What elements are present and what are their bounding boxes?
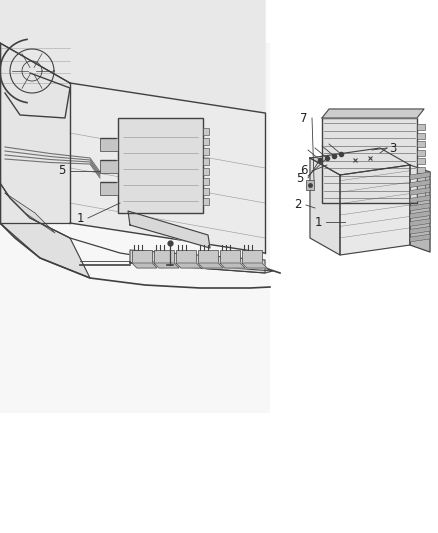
Bar: [306, 180, 314, 190]
Bar: [417, 149, 425, 156]
Text: 5: 5: [58, 165, 66, 177]
Polygon shape: [410, 180, 430, 188]
Bar: [220, 250, 240, 263]
Bar: [417, 166, 425, 173]
Polygon shape: [0, 0, 265, 113]
Polygon shape: [410, 195, 430, 203]
Bar: [417, 141, 425, 147]
Bar: [417, 124, 425, 130]
Text: 7: 7: [300, 111, 308, 125]
Bar: [203, 168, 209, 175]
Polygon shape: [410, 234, 430, 242]
Bar: [100, 182, 118, 195]
Polygon shape: [410, 211, 430, 219]
Polygon shape: [0, 43, 70, 223]
Bar: [203, 178, 209, 185]
Polygon shape: [0, 43, 270, 413]
Polygon shape: [410, 188, 430, 195]
Bar: [176, 250, 196, 263]
Bar: [417, 192, 425, 198]
Bar: [417, 158, 425, 164]
Bar: [203, 148, 209, 155]
Polygon shape: [176, 263, 201, 268]
Bar: [132, 250, 152, 263]
Text: 5: 5: [297, 172, 304, 184]
Polygon shape: [242, 263, 267, 268]
Text: 6: 6: [300, 165, 308, 177]
Polygon shape: [70, 83, 265, 253]
Bar: [118, 118, 203, 213]
Bar: [417, 133, 425, 139]
Bar: [203, 188, 209, 195]
Bar: [203, 128, 209, 135]
Bar: [322, 118, 417, 203]
Text: 3: 3: [389, 141, 397, 155]
Polygon shape: [132, 263, 157, 268]
Text: 1: 1: [76, 212, 84, 224]
Polygon shape: [154, 263, 179, 268]
Polygon shape: [410, 172, 430, 180]
Polygon shape: [340, 165, 410, 255]
Bar: [203, 198, 209, 205]
Polygon shape: [410, 165, 430, 252]
Bar: [100, 138, 118, 151]
Polygon shape: [128, 211, 210, 248]
Polygon shape: [198, 263, 223, 268]
Polygon shape: [0, 183, 90, 278]
Polygon shape: [5, 193, 55, 233]
Polygon shape: [410, 203, 430, 211]
Polygon shape: [130, 261, 273, 273]
Bar: [154, 250, 174, 263]
Bar: [417, 183, 425, 190]
Polygon shape: [410, 219, 430, 227]
Polygon shape: [310, 158, 340, 255]
Text: 2: 2: [294, 198, 302, 212]
Bar: [203, 158, 209, 165]
Bar: [242, 250, 262, 263]
Bar: [100, 160, 118, 173]
Polygon shape: [322, 109, 424, 118]
Bar: [417, 175, 425, 181]
Polygon shape: [130, 250, 265, 273]
Polygon shape: [410, 227, 430, 234]
Bar: [203, 138, 209, 145]
Polygon shape: [310, 148, 410, 175]
Bar: [198, 250, 218, 263]
Polygon shape: [220, 263, 245, 268]
Text: 1: 1: [314, 215, 322, 229]
